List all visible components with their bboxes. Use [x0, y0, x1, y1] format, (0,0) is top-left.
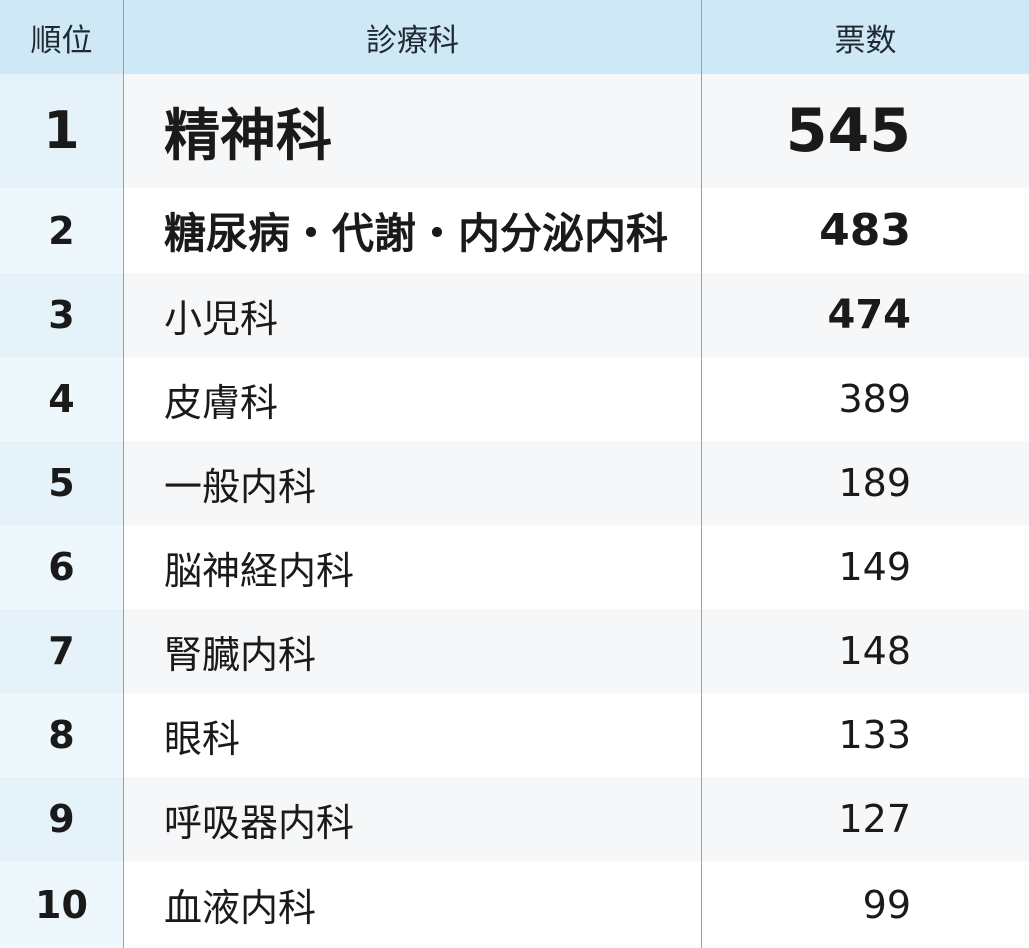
table-header: 順位 診療科 票数 — [0, 0, 1029, 74]
votes-cell: 483 — [819, 205, 911, 256]
votes-cell: 127 — [838, 797, 911, 841]
table-row: 10 血液内科 99 — [0, 861, 1029, 948]
table-row: 5 一般内科 189 — [0, 441, 1029, 525]
dept-cell: 皮膚科 — [123, 357, 702, 441]
header-dept: 診療科 — [123, 0, 702, 74]
rank-cell: 7 — [0, 609, 123, 693]
rank-cell: 4 — [0, 357, 123, 441]
dept-cell: 一般内科 — [123, 441, 702, 525]
dept-cell: 呼吸器内科 — [123, 777, 702, 861]
dept-cell: 糖尿病・代謝・内分泌内科 — [123, 188, 702, 273]
votes-cell: 148 — [838, 629, 911, 673]
votes-cell: 189 — [838, 461, 911, 505]
votes-cell: 389 — [838, 377, 911, 421]
table-row: 2 糖尿病・代謝・内分泌内科 483 — [0, 188, 1029, 273]
votes-cell: 474 — [827, 292, 912, 338]
dept-cell: 眼科 — [123, 693, 702, 777]
votes-cell: 99 — [862, 882, 911, 927]
rank-cell: 5 — [0, 441, 123, 525]
votes-cell: 133 — [838, 713, 911, 757]
table-row: 6 脳神経内科 149 — [0, 525, 1029, 609]
rank-cell: 3 — [0, 273, 123, 357]
dept-cell: 小児科 — [123, 273, 702, 357]
header-votes: 票数 — [834, 22, 897, 59]
rank-cell: 8 — [0, 693, 123, 777]
rank-cell: 10 — [0, 861, 123, 948]
table-row: 7 腎臓内科 148 — [0, 609, 1029, 693]
dept-cell: 精神科 — [123, 74, 702, 188]
rank-cell: 6 — [0, 525, 123, 609]
rank-cell: 9 — [0, 777, 123, 861]
table-row: 1 精神科 545 — [0, 74, 1029, 188]
table-row: 8 眼科 133 — [0, 693, 1029, 777]
rank-cell: 2 — [0, 188, 123, 273]
table-row: 4 皮膚科 389 — [0, 357, 1029, 441]
dept-cell: 血液内科 — [123, 861, 702, 948]
dept-cell: 脳神経内科 — [123, 525, 702, 609]
dept-cell: 腎臓内科 — [123, 609, 702, 693]
votes-cell: 545 — [785, 96, 911, 166]
table-row: 3 小児科 474 — [0, 273, 1029, 357]
rank-cell: 1 — [0, 74, 123, 188]
votes-cell: 149 — [838, 545, 911, 589]
header-rank: 順位 — [30, 22, 93, 59]
table-row: 9 呼吸器内科 127 — [0, 777, 1029, 861]
